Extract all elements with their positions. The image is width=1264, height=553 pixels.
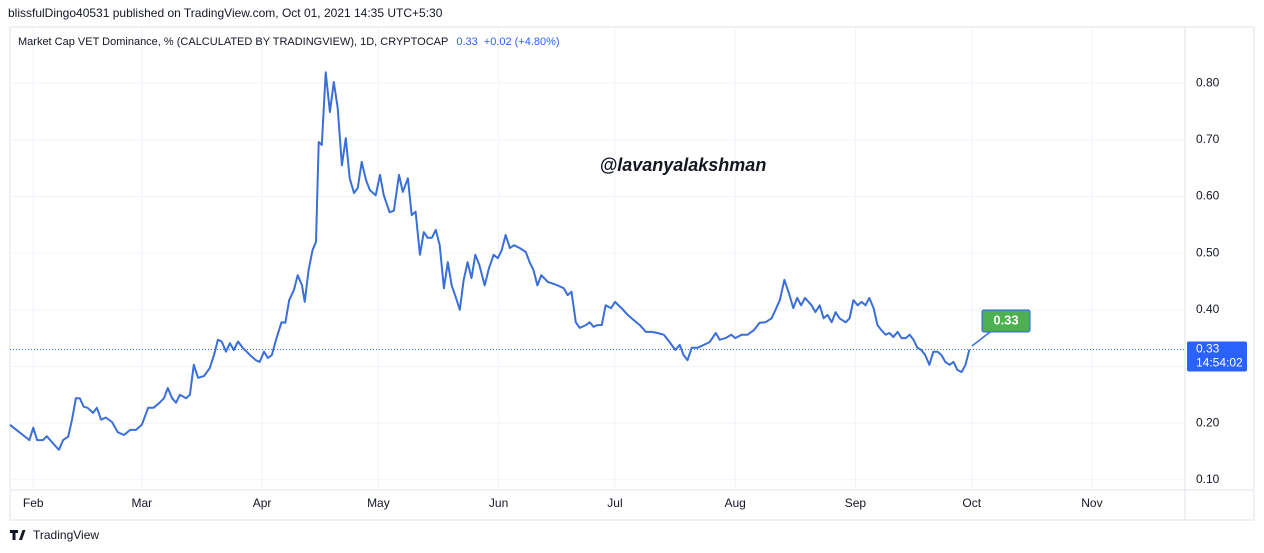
- x-tick-label: Jul: [607, 496, 622, 510]
- y-tick-label: 0.70: [1196, 132, 1220, 146]
- x-tick-label: Aug: [724, 496, 745, 510]
- brand-name: TradingView: [33, 528, 99, 542]
- x-tick-label: Apr: [253, 496, 272, 510]
- last-price-time: 14:54:02: [1196, 356, 1243, 370]
- legend-change: +0.02 (+4.80%): [484, 36, 560, 48]
- y-tick-label: 0.50: [1196, 245, 1220, 259]
- y-tick-label: 0.60: [1196, 189, 1220, 203]
- publisher-line: blissfulDingo40531 published on TradingV…: [8, 6, 443, 20]
- x-tick-label: Sep: [845, 496, 867, 510]
- price-line: [9, 71, 971, 451]
- x-tick-label: Jun: [489, 496, 508, 510]
- y-tick-label: 0.80: [1196, 75, 1220, 89]
- legend-value: 0.33: [456, 36, 477, 48]
- chart-frame: [9, 26, 1255, 521]
- brand: TradingView: [10, 528, 99, 542]
- x-tick-label: Oct: [962, 496, 981, 510]
- callout-label: 0.33: [993, 312, 1018, 327]
- annotation: @lavanyalakshman: [600, 155, 767, 175]
- y-tick-label: 0.40: [1196, 302, 1220, 316]
- callout-box: [981, 309, 1031, 333]
- last-price-label: 0.33: [1196, 342, 1220, 356]
- x-tick-label: Nov: [1081, 496, 1102, 510]
- x-tick-label: Mar: [132, 496, 153, 510]
- x-tick-label: May: [367, 496, 390, 510]
- y-tick-label: 0.20: [1196, 415, 1220, 429]
- series-title: Market Cap VET Dominance, % (CALCULATED …: [18, 36, 448, 48]
- brand-logo: [10, 530, 26, 540]
- callout-pointer: [971, 331, 991, 347]
- last-price-box: [1187, 341, 1247, 372]
- y-tick-label: 0.10: [1196, 472, 1220, 486]
- x-tick-label: Feb: [23, 496, 44, 510]
- plot: [9, 71, 1185, 451]
